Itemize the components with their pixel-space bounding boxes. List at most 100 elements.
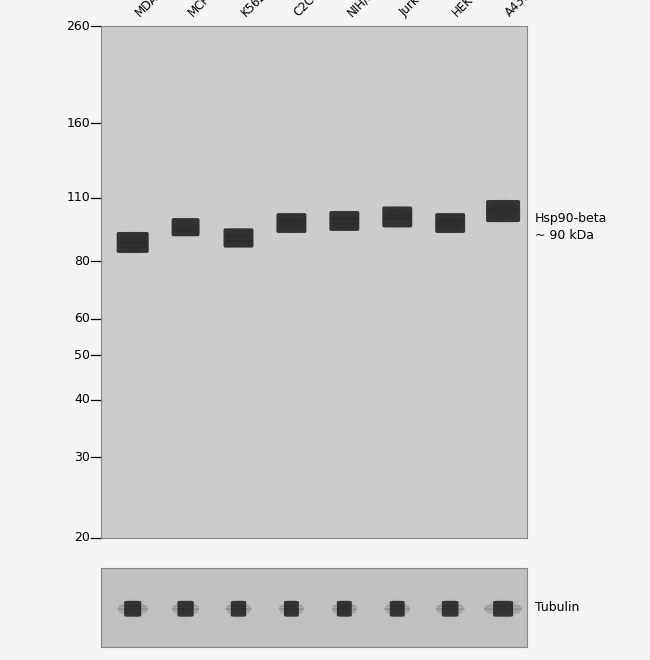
Bar: [178, 601, 193, 603]
Bar: [177, 220, 194, 222]
Bar: [332, 217, 357, 218]
Bar: [448, 207, 452, 209]
Text: K562: K562: [239, 0, 269, 18]
Bar: [227, 242, 250, 243]
Bar: [183, 215, 188, 216]
Text: 60: 60: [74, 312, 90, 325]
Bar: [394, 228, 401, 230]
Bar: [439, 218, 462, 220]
Bar: [288, 617, 295, 619]
Bar: [441, 603, 460, 605]
Bar: [179, 234, 192, 235]
Bar: [177, 232, 194, 234]
Bar: [502, 623, 504, 626]
FancyBboxPatch shape: [337, 601, 352, 616]
Bar: [484, 609, 522, 611]
Bar: [175, 230, 196, 232]
Bar: [180, 235, 191, 236]
Bar: [131, 257, 135, 259]
FancyBboxPatch shape: [124, 601, 141, 616]
Bar: [225, 239, 252, 241]
Bar: [128, 617, 137, 619]
Bar: [119, 238, 146, 240]
Bar: [122, 613, 143, 615]
Bar: [493, 203, 514, 205]
Bar: [436, 223, 464, 224]
Bar: [228, 612, 249, 614]
Text: Tubulin: Tubulin: [535, 601, 579, 614]
Bar: [182, 237, 189, 238]
Bar: [449, 593, 451, 595]
Bar: [437, 224, 463, 226]
Bar: [285, 232, 298, 233]
Bar: [393, 599, 401, 601]
Text: 110: 110: [66, 191, 90, 205]
Bar: [184, 619, 187, 622]
Bar: [444, 616, 456, 618]
Text: C2C12: C2C12: [291, 0, 328, 18]
Bar: [289, 618, 294, 620]
Bar: [342, 618, 347, 620]
Bar: [130, 255, 136, 257]
Text: 260: 260: [66, 20, 90, 33]
Bar: [183, 238, 188, 240]
Bar: [385, 610, 409, 612]
Text: 50: 50: [74, 348, 90, 362]
Bar: [238, 623, 239, 626]
Bar: [444, 213, 456, 214]
Bar: [174, 224, 197, 225]
Bar: [238, 592, 239, 594]
Text: Hsp90-beta
~ 90 kDa: Hsp90-beta ~ 90 kDa: [535, 212, 607, 242]
Bar: [343, 234, 346, 236]
Bar: [448, 619, 452, 622]
Bar: [439, 604, 462, 606]
Bar: [279, 608, 304, 610]
Bar: [488, 208, 519, 210]
Bar: [443, 601, 458, 603]
Bar: [131, 596, 135, 598]
Bar: [290, 619, 293, 622]
Bar: [449, 622, 451, 624]
Bar: [122, 236, 144, 238]
Bar: [447, 234, 454, 236]
Bar: [176, 232, 195, 233]
Bar: [490, 603, 516, 605]
Bar: [396, 197, 398, 199]
Text: Jurkat: Jurkat: [397, 0, 431, 18]
Bar: [344, 238, 345, 240]
Bar: [396, 593, 398, 595]
Bar: [118, 609, 148, 611]
Bar: [289, 235, 294, 237]
Bar: [181, 236, 190, 238]
Bar: [337, 228, 352, 230]
Bar: [291, 239, 292, 240]
Bar: [125, 233, 140, 235]
Bar: [394, 203, 401, 205]
Bar: [278, 220, 305, 222]
Bar: [231, 245, 246, 247]
Bar: [176, 603, 195, 605]
Bar: [236, 224, 241, 226]
Bar: [502, 230, 504, 232]
Bar: [238, 254, 239, 256]
Bar: [343, 203, 345, 205]
Bar: [339, 600, 350, 602]
Bar: [131, 225, 134, 227]
Bar: [118, 242, 148, 244]
Bar: [290, 238, 292, 240]
Bar: [183, 618, 188, 620]
Bar: [449, 239, 451, 240]
Bar: [437, 225, 463, 227]
Bar: [500, 195, 506, 197]
Bar: [283, 229, 300, 231]
Bar: [341, 599, 348, 601]
Bar: [392, 616, 402, 618]
Bar: [496, 220, 510, 222]
Bar: [126, 251, 139, 253]
Bar: [498, 222, 508, 224]
FancyBboxPatch shape: [442, 601, 458, 616]
Text: 40: 40: [74, 393, 90, 406]
Bar: [395, 597, 400, 599]
Bar: [396, 232, 398, 234]
Bar: [179, 219, 192, 221]
